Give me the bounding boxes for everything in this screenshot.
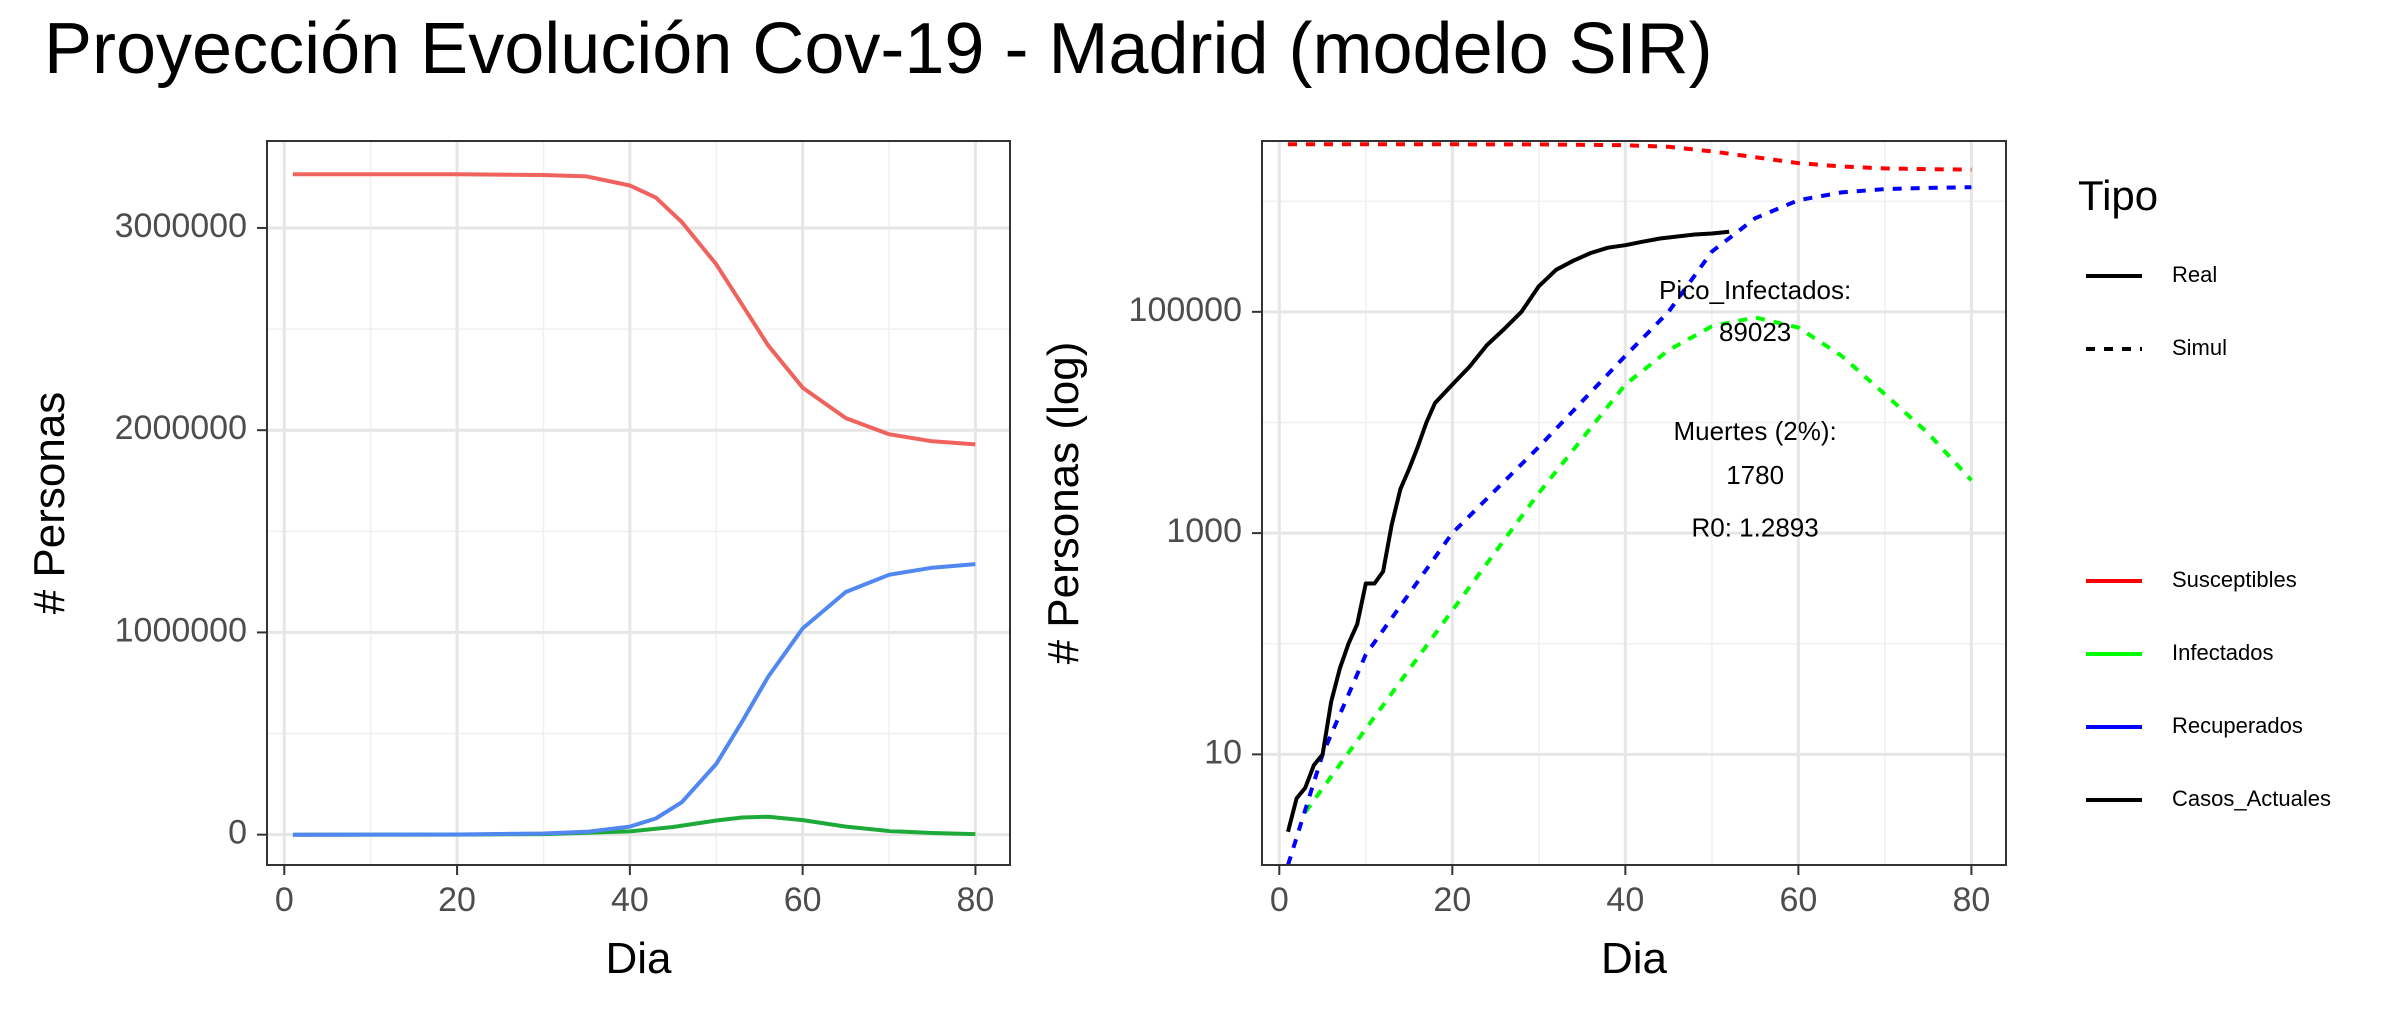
legend-label: Simul xyxy=(2172,335,2227,360)
y-axis-label: # Personas (log) xyxy=(1039,342,1088,665)
series-line-left_susceptibles xyxy=(292,172,976,447)
series-line-left_recuperados xyxy=(292,562,976,837)
chart-title: Proyección Evolución Cov-19 - Madrid (mo… xyxy=(44,9,1713,89)
x-axis-label: Dia xyxy=(1601,934,1668,983)
annotation-label: Pico_Infectados: xyxy=(1659,275,1851,305)
x-tick-label: 80 xyxy=(1952,881,1990,919)
series-line-right_casos xyxy=(1286,229,1730,833)
series-line-right_susceptibles xyxy=(1288,142,1972,172)
x-tick-label: 80 xyxy=(957,881,995,919)
y-tick-label: 100000 xyxy=(1129,291,1242,329)
y-tick-label: 1000 xyxy=(1166,512,1242,550)
x-axis-label: Dia xyxy=(605,934,672,983)
legend-label: Recuperados xyxy=(2172,713,2303,738)
y-tick-label: 0 xyxy=(228,814,247,852)
series-group xyxy=(1286,142,1973,865)
legend-label: Susceptibles xyxy=(2172,567,2297,592)
plot-background xyxy=(1262,141,2006,865)
x-tick-label: 60 xyxy=(1779,881,1817,919)
y-tick-label: 1000000 xyxy=(115,611,247,649)
x-tick-label: 20 xyxy=(1433,881,1471,919)
annotation-label: R0: 1.2893 xyxy=(1692,513,1819,543)
panel-border xyxy=(1261,140,2007,866)
x-tick-label: 40 xyxy=(611,881,649,919)
legend-label: Infectados xyxy=(2172,640,2274,665)
annotation-label: 89023 xyxy=(1719,317,1791,347)
annotation-label: 1780 xyxy=(1726,460,1784,490)
panel-border xyxy=(266,140,1011,866)
plot-background xyxy=(267,141,1010,865)
legend-label: Real xyxy=(2172,262,2217,287)
legend-title: Tipo xyxy=(2078,172,2158,219)
legend-label: Casos_Actuales xyxy=(2172,786,2331,811)
annotation-label: Muertes (2%): xyxy=(1673,416,1836,446)
x-tick-label: 60 xyxy=(784,881,822,919)
y-axis-label: # Personas xyxy=(25,392,74,615)
series-group xyxy=(292,172,976,837)
series-line-right_infectados xyxy=(1303,315,1973,814)
series-line-right_recuperados xyxy=(1286,185,1972,865)
left-panel: 0 20 40 60 80 0 1000000 2000000 3000000 Dia # Pers… xyxy=(25,140,1011,983)
y-tick-label: 10 xyxy=(1204,733,1242,771)
x-tick-label: 40 xyxy=(1606,881,1644,919)
x-tick-label: 0 xyxy=(275,881,294,919)
right-panel: Pico_Infectados: 89023 Muertes (2%): 1780 R0… xyxy=(1039,140,2007,983)
y-tick-label: 2000000 xyxy=(115,409,247,447)
x-tick-label: 20 xyxy=(438,881,476,919)
x-tick-label: 0 xyxy=(1270,881,1289,919)
y-tick-label: 3000000 xyxy=(115,207,247,245)
legend: Tipo Real Simul Susceptibles Infectados Recup… xyxy=(2078,172,2331,811)
